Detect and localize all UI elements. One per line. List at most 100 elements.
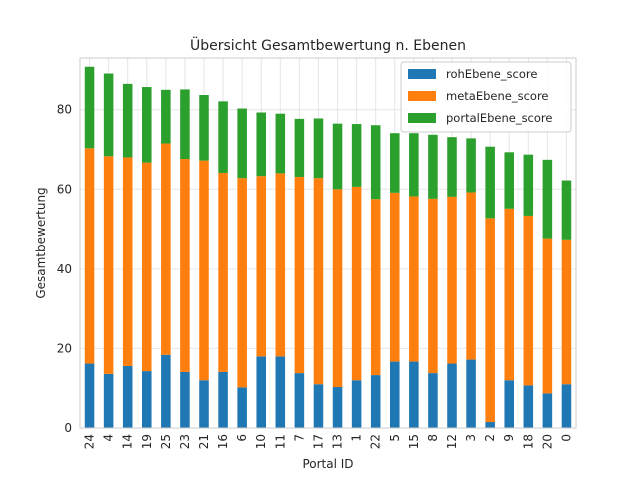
x-tick-label: 22 <box>369 434 383 449</box>
bar-segment-metaebene-score-12 <box>447 196 457 364</box>
bar-segment-rohebene-score-19 <box>142 371 152 428</box>
bar-segment-rohebene-score-18 <box>523 385 534 428</box>
bar-segment-portalebene-score-7 <box>294 118 305 177</box>
bar-segment-portalebene-score-23 <box>180 89 190 160</box>
y-tick-label: 20 <box>57 341 72 355</box>
bar-segment-portalebene-score-19 <box>142 87 152 163</box>
legend-label-portalebene: portalEbene_score <box>446 111 552 125</box>
bar-segment-portalebene-score-5 <box>390 133 400 193</box>
bar-segment-rohebene-score-10 <box>256 356 266 428</box>
bar-segment-metaebene-score-10 <box>256 176 266 357</box>
bar-segment-portalebene-score-22 <box>370 125 381 200</box>
x-tick-label: 17 <box>311 434 325 449</box>
bar-segment-metaebene-score-8 <box>428 198 438 374</box>
bar-segment-portalebene-score-11 <box>275 113 286 174</box>
legend: rohEbene_score metaEbene_score portalEbe… <box>400 61 572 133</box>
x-tick-label: 11 <box>273 434 287 449</box>
bar-segment-rohebene-score-13 <box>332 387 343 428</box>
legend-swatch-portalebene <box>408 113 436 123</box>
legend-swatch-rohebene <box>408 69 436 79</box>
bar-segment-rohebene-score-7 <box>294 373 305 428</box>
bar-segment-metaebene-score-20 <box>542 238 553 394</box>
bar-segment-rohebene-score-0 <box>561 384 572 428</box>
bar-segment-metaebene-score-15 <box>409 196 419 362</box>
bar-segment-rohebene-score-9 <box>504 380 514 428</box>
bar-segment-rohebene-score-17 <box>313 384 324 428</box>
bar-segment-metaebene-score-0 <box>561 239 572 385</box>
x-axis-label: Portal ID <box>302 457 353 471</box>
bar-segment-rohebene-score-3 <box>466 359 476 428</box>
bar-segment-metaebene-score-7 <box>294 176 305 374</box>
x-tick-label: 13 <box>331 434 345 449</box>
x-tick-label: 8 <box>426 434 440 442</box>
bar-segment-rohebene-score-25 <box>161 354 171 428</box>
y-tick-label: 40 <box>57 262 72 276</box>
legend-label-metaebene: metaEbene_score <box>446 89 549 103</box>
bar-segment-portalebene-score-9 <box>504 152 514 209</box>
x-tick-label: 14 <box>121 434 135 449</box>
bar-segment-rohebene-score-11 <box>275 356 286 428</box>
bar-segment-portalebene-score-13 <box>332 123 343 190</box>
x-tick-label: 23 <box>178 434 192 449</box>
x-tick-label: 15 <box>407 434 421 449</box>
bar-segment-metaebene-score-1 <box>351 186 362 381</box>
bar-segment-metaebene-score-23 <box>180 159 190 372</box>
x-tick-label: 24 <box>83 434 97 449</box>
x-tick-label: 2 <box>483 434 497 442</box>
y-tick-labels: 0 20 40 60 80 <box>57 103 72 435</box>
x-tick-label: 1 <box>350 434 364 442</box>
bar-segment-metaebene-score-11 <box>275 173 286 357</box>
bar-segment-metaebene-score-5 <box>390 192 400 362</box>
bar-segment-portalebene-score-16 <box>218 101 228 173</box>
legend-swatch-metaebene <box>408 91 436 101</box>
bar-segment-rohebene-score-21 <box>199 380 209 428</box>
bar-segment-rohebene-score-24 <box>84 363 95 428</box>
bar-segment-metaebene-score-18 <box>523 215 534 386</box>
bar-segment-metaebene-score-2 <box>485 218 495 423</box>
bar-segment-portalebene-score-21 <box>199 95 209 161</box>
bar-segment-portalebene-score-3 <box>466 138 476 193</box>
bar-segment-rohebene-score-23 <box>180 371 190 428</box>
plot-frame <box>79 57 577 429</box>
bar-segment-metaebene-score-3 <box>466 192 476 360</box>
bar-segment-portalebene-score-14 <box>122 83 133 158</box>
x-tick-label: 9 <box>502 434 516 442</box>
bar-segment-metaebene-score-6 <box>237 178 247 388</box>
bar-segment-portalebene-score-6 <box>237 108 247 179</box>
bars-layer <box>84 66 572 428</box>
bar-segment-metaebene-score-9 <box>504 208 514 381</box>
bar-segment-portalebene-score-17 <box>313 118 324 179</box>
x-tick-label: 25 <box>159 434 173 449</box>
bar-segment-metaebene-score-19 <box>142 162 152 372</box>
x-tick-label: 0 <box>559 434 573 442</box>
bar-segment-portalebene-score-25 <box>161 89 171 144</box>
bar-segment-portalebene-score-18 <box>523 154 534 216</box>
bar-segment-rohebene-score-16 <box>218 371 228 428</box>
bar-segment-rohebene-score-22 <box>370 375 381 428</box>
bar-segment-portalebene-score-12 <box>447 137 457 197</box>
x-tick-label: 3 <box>464 434 478 442</box>
bar-segment-rohebene-score-20 <box>542 393 553 428</box>
bar-segment-portalebene-score-20 <box>542 159 553 239</box>
bar-segment-portalebene-score-8 <box>428 134 438 199</box>
bar-segment-portalebene-score-2 <box>485 146 495 219</box>
bar-segment-metaebene-score-14 <box>122 157 133 366</box>
bar-segment-metaebene-score-21 <box>199 160 209 381</box>
bar-segment-metaebene-score-25 <box>161 143 171 355</box>
bar-segment-rohebene-score-15 <box>409 361 419 428</box>
x-tick-label: 12 <box>445 434 459 449</box>
bar-segment-portalebene-score-1 <box>351 124 362 187</box>
bar-segment-rohebene-score-5 <box>390 361 400 428</box>
bar-segment-portalebene-score-4 <box>103 73 114 157</box>
y-axis-label: Gesamtbewertung <box>34 187 48 298</box>
bar-segment-metaebene-score-22 <box>370 199 381 376</box>
bar-segment-portalebene-score-24 <box>84 66 95 149</box>
x-tick-label: 10 <box>254 434 268 449</box>
bar-segment-rohebene-score-14 <box>122 365 133 428</box>
x-tick-label: 5 <box>388 434 402 442</box>
bar-segment-rohebene-score-4 <box>103 373 114 428</box>
bar-segment-metaebene-score-24 <box>84 148 95 364</box>
bar-segment-metaebene-score-17 <box>313 178 324 385</box>
bar-segment-portalebene-score-0 <box>561 180 572 240</box>
